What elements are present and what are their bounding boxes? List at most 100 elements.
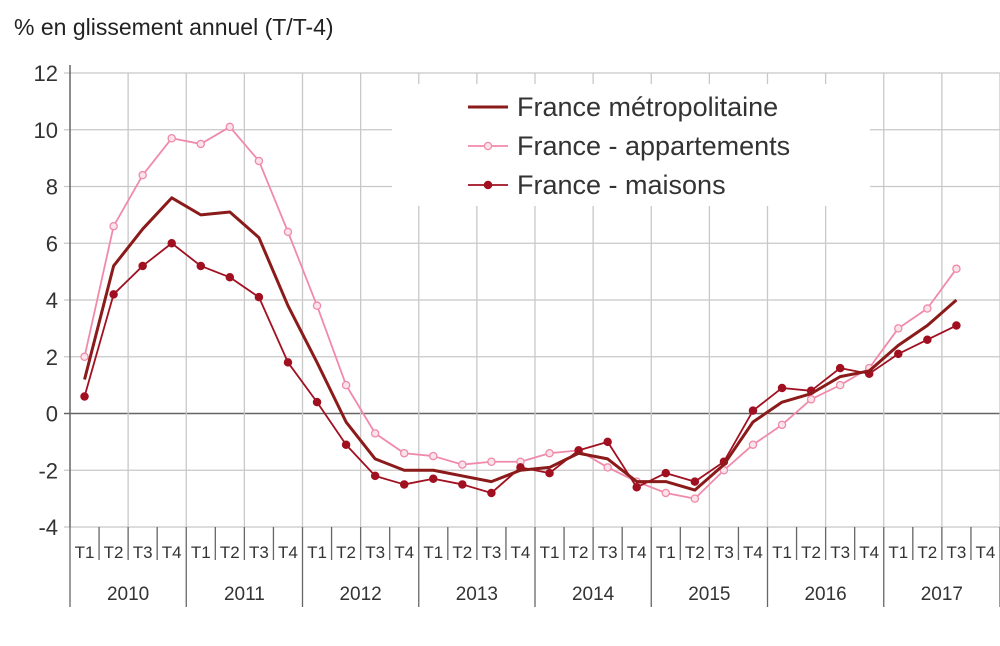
data-point xyxy=(429,451,438,461)
year-label: 2010 xyxy=(107,584,149,605)
data-point xyxy=(429,474,438,484)
quarter-label: T2 xyxy=(104,543,124,562)
data-point xyxy=(399,448,409,458)
data-point xyxy=(341,380,351,390)
quarter-label: T4 xyxy=(627,543,647,562)
data-point xyxy=(370,471,380,481)
data-point xyxy=(283,227,293,237)
legend-label: France - appartements xyxy=(517,131,790,161)
data-point xyxy=(923,304,932,313)
data-point xyxy=(603,437,612,447)
quarter-label: T4 xyxy=(278,543,298,562)
data-point xyxy=(748,440,758,449)
legend-label: France métropolitaine xyxy=(517,92,778,122)
data-point xyxy=(196,261,206,271)
data-point xyxy=(167,238,176,248)
quarter-label: T2 xyxy=(569,543,589,562)
data-point xyxy=(690,477,700,486)
data-point xyxy=(399,480,409,489)
y-tick-label: 4 xyxy=(46,288,58,313)
y-tick-label: 2 xyxy=(46,345,58,370)
data-point xyxy=(283,358,293,367)
year-label: 2015 xyxy=(688,584,730,605)
data-point xyxy=(312,397,322,407)
quarter-label: T1 xyxy=(191,543,211,562)
quarter-label: T4 xyxy=(859,543,879,562)
year-label: 2014 xyxy=(572,584,615,605)
quarter-label: T4 xyxy=(511,543,531,562)
y-tick-label: -2 xyxy=(38,458,58,483)
data-point xyxy=(777,420,787,430)
quarter-label: T2 xyxy=(220,543,240,562)
data-point xyxy=(80,352,89,361)
legend-label: France - maisons xyxy=(517,170,726,200)
year-label: 2017 xyxy=(921,584,963,605)
data-point xyxy=(748,406,758,415)
data-point xyxy=(80,392,89,401)
quarter-label: T2 xyxy=(452,543,472,562)
quarter-label: T4 xyxy=(394,543,414,562)
quarter-label: T3 xyxy=(598,543,618,562)
quarter-label: T1 xyxy=(423,543,443,562)
quarter-label: T1 xyxy=(540,543,560,562)
quarter-label: T3 xyxy=(365,543,385,562)
data-point xyxy=(458,460,467,469)
y-tick-label: 6 xyxy=(46,231,58,256)
data-point xyxy=(545,468,554,478)
legend-marker xyxy=(483,141,493,151)
year-label: 2011 xyxy=(224,584,265,605)
legend-marker xyxy=(483,180,493,190)
quarter-label: T3 xyxy=(481,543,501,562)
quarter-label: T3 xyxy=(714,543,734,562)
data-point xyxy=(487,457,496,466)
data-point xyxy=(894,324,903,333)
data-point xyxy=(661,468,671,478)
data-point xyxy=(835,363,845,373)
data-point xyxy=(254,292,264,302)
series-line-0 xyxy=(83,196,958,492)
quarter-label: T3 xyxy=(946,543,966,562)
data-point xyxy=(138,170,147,180)
quarter-label: T1 xyxy=(75,543,95,562)
data-point xyxy=(370,429,380,438)
quarter-label: T4 xyxy=(743,543,763,562)
quarter-label: T2 xyxy=(685,543,705,562)
data-point xyxy=(138,261,147,271)
data-point xyxy=(894,349,903,359)
quarter-label: T1 xyxy=(888,543,908,562)
data-point xyxy=(341,440,351,449)
data-point xyxy=(196,139,206,149)
year-label: 2013 xyxy=(456,584,498,605)
data-point xyxy=(690,494,700,503)
quarter-label: T2 xyxy=(801,543,821,562)
quarter-label: T4 xyxy=(162,543,182,562)
data-point xyxy=(109,221,118,231)
y-tick-label: -4 xyxy=(38,515,58,540)
quarter-label: T3 xyxy=(133,543,153,562)
y-axis-title: % en glissement annuel (T/T-4) xyxy=(14,14,334,40)
quarter-label: T4 xyxy=(976,543,996,562)
quarter-label: T2 xyxy=(917,543,937,562)
data-point xyxy=(952,321,961,330)
data-point xyxy=(487,488,496,498)
quarter-label: T1 xyxy=(772,543,792,562)
data-point xyxy=(835,380,845,390)
year-label: 2012 xyxy=(339,584,381,605)
data-point xyxy=(777,383,787,393)
data-point xyxy=(632,483,641,492)
data-point xyxy=(254,156,264,166)
data-point xyxy=(312,301,322,310)
data-point xyxy=(458,480,467,489)
y-tick-label: 0 xyxy=(46,402,58,427)
data-point xyxy=(952,264,961,274)
quarter-label: T1 xyxy=(656,543,676,562)
quarter-label: T3 xyxy=(830,543,850,562)
data-point xyxy=(661,488,671,498)
y-tick-label: 10 xyxy=(34,118,58,143)
y-tick-label: 12 xyxy=(34,61,58,86)
data-point xyxy=(167,134,176,143)
quarter-label: T3 xyxy=(249,543,269,562)
year-label: 2016 xyxy=(804,584,846,605)
